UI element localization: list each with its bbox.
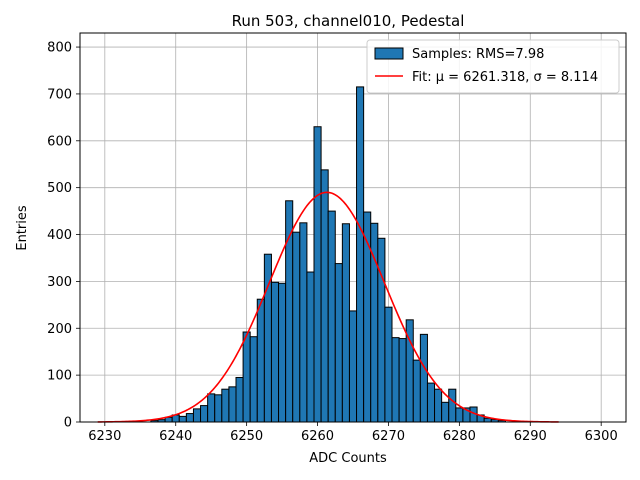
- histogram-bar: [235, 376, 244, 423]
- x-tick-label: 6240: [159, 429, 192, 444]
- histogram-bar: [270, 281, 280, 423]
- histogram-bar: [221, 388, 230, 423]
- y-tick-label: 200: [47, 322, 72, 337]
- y-tick-label: 700: [47, 87, 72, 102]
- histogram-bar: [249, 336, 258, 423]
- histogram-bar: [214, 394, 223, 423]
- x-tick-label: 6230: [88, 429, 121, 444]
- histogram-bar: [228, 386, 237, 423]
- y-tick-label: 500: [47, 181, 72, 196]
- histogram-bar: [285, 200, 294, 423]
- x-tick-label: 6260: [301, 429, 334, 444]
- gaussian-fit-line: [97, 191, 559, 423]
- y-axis-ticks: 0 100 200 300 400 500 600 700 800: [47, 41, 80, 431]
- histogram-bar: [455, 407, 464, 423]
- x-tick-label: 6270: [372, 429, 405, 444]
- histogram-bar: [178, 415, 187, 423]
- histogram-bar: [256, 298, 265, 423]
- x-axis-label: ADC Counts: [309, 451, 387, 466]
- histogram-bar: [299, 222, 308, 423]
- legend-box: [366, 39, 620, 94]
- fit-curve-group: [97, 191, 559, 423]
- x-tick-label: 6300: [585, 429, 618, 444]
- legend-fit-label: Fit: μ = 6261.318, σ = 8.114: [412, 70, 598, 85]
- histogram-bar: [384, 306, 393, 423]
- y-tick-label: 800: [47, 41, 72, 56]
- histogram-bar: [334, 263, 343, 423]
- histogram-bar: [391, 337, 400, 423]
- histogram-bar: [327, 210, 336, 423]
- histogram-bar: [483, 417, 492, 423]
- x-tick-label: 6290: [514, 429, 547, 444]
- y-tick-label: 0: [64, 416, 72, 431]
- legend: Samples: RMS=7.98 Fit: μ = 6261.318, σ =…: [366, 39, 620, 94]
- histogram-bar: [292, 231, 301, 423]
- legend-histogram-label: Samples: RMS=7.98: [412, 47, 544, 62]
- histogram-bar: [306, 271, 315, 423]
- y-tick-label: 100: [47, 369, 72, 384]
- legend-histogram-swatch: [374, 47, 404, 60]
- histogram-bar: [313, 126, 322, 423]
- y-tick-label: 300: [47, 275, 72, 290]
- histogram-bars: [150, 86, 506, 423]
- histogram-bar: [398, 338, 407, 423]
- histogram-bar: [341, 223, 350, 423]
- chart-title: Run 503, channel010, Pedestal: [232, 12, 465, 30]
- histogram-bar: [185, 413, 194, 423]
- histogram-bar: [207, 393, 216, 423]
- y-tick-label: 600: [47, 134, 72, 149]
- histogram-bar: [377, 237, 386, 423]
- histogram-bar: [419, 333, 428, 423]
- histogram-bar: [441, 401, 450, 423]
- histogram-bar: [278, 282, 287, 423]
- histogram-bar: [320, 169, 329, 423]
- histogram-bar: [434, 388, 443, 423]
- y-tick-label: 400: [47, 228, 72, 243]
- histogram-bar: [448, 388, 457, 423]
- histogram-bar: [348, 310, 358, 423]
- histogram-bar: [356, 86, 365, 423]
- histogram-bar: [426, 382, 436, 423]
- histogram-bar: [200, 405, 209, 423]
- x-axis-ticks: 6230 6240 6250 6260 6270 6280 6290 6300: [88, 422, 618, 444]
- x-tick-label: 6250: [230, 429, 263, 444]
- x-tick-label: 6280: [443, 429, 476, 444]
- plot-frame: [79, 32, 627, 423]
- histogram-bar: [242, 331, 251, 423]
- y-axis-label: Entries: [15, 205, 30, 251]
- histogram-bar: [192, 408, 202, 423]
- histogram-bar: [412, 359, 421, 423]
